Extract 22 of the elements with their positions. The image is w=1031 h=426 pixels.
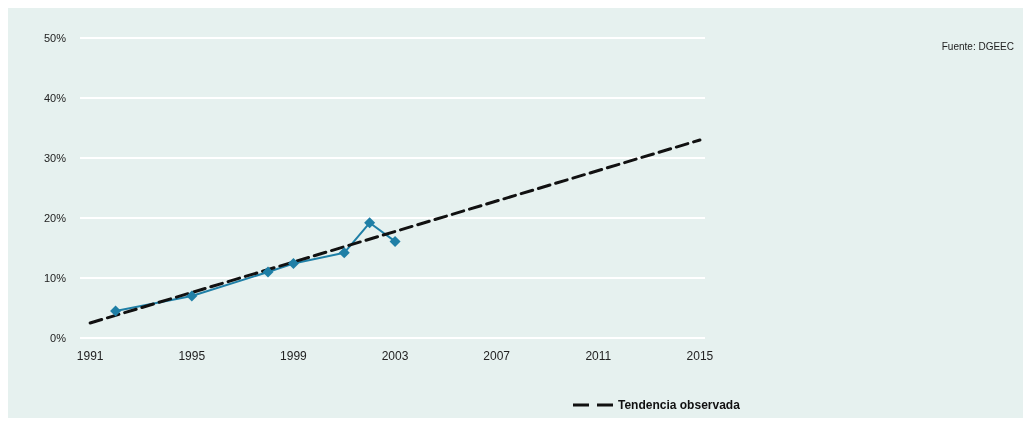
x-tick-label: 2003 [381, 349, 409, 363]
point [389, 235, 401, 247]
point [262, 266, 274, 278]
point [186, 290, 198, 302]
legend-label: Tendencia observada [618, 398, 741, 412]
x-tick-label: 2011 [585, 349, 612, 363]
y-tick-label: 10% [43, 272, 67, 284]
y-tick-label: 40% [43, 92, 67, 104]
x-tick-label: 1991 [76, 349, 104, 363]
y-tick-label: 20% [43, 212, 67, 224]
point [287, 258, 299, 270]
point [110, 305, 122, 317]
x-tick-label: 1999 [280, 349, 308, 363]
y-tick-label: 0% [50, 332, 67, 344]
x-tick-label: 1995 [178, 349, 206, 363]
y-tick-label: 30% [43, 152, 67, 164]
x-tick-label: 2007 [483, 349, 511, 363]
source-note: Fuente: DGEEC [941, 40, 1015, 52]
point [364, 217, 376, 229]
point [338, 247, 350, 259]
x-tick-label: 2015 [686, 349, 714, 363]
y-tick-label: 50% [43, 32, 67, 44]
